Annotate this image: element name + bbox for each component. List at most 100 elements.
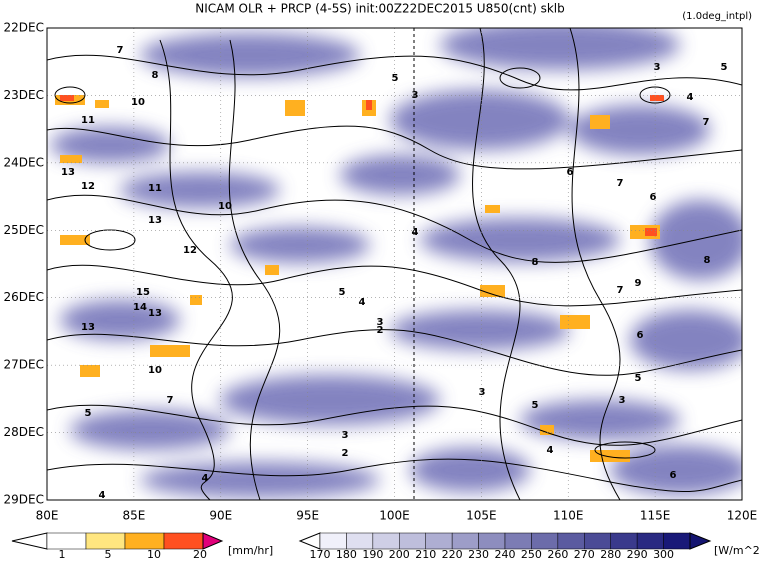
contour-label: 7 [703,117,710,128]
contour-label: 6 [650,192,657,203]
title: NICAM OLR + PRCP (4-5S) init:00Z22DEC201… [195,2,565,16]
contour-label: 4 [99,490,106,501]
x-tick-label: 100E [379,509,410,523]
contour-label: 7 [617,285,624,296]
colorbar-label: 270 [574,548,595,561]
contour-label: 4 [412,227,419,238]
colorbar-box [399,532,426,550]
colorbar-box [478,532,506,550]
note: (1.0deg_intpl) [682,11,752,22]
contour-label: 8 [532,257,539,268]
contour-label: 5 [532,400,539,411]
y-tick-label: 22DEC [4,21,44,35]
colorbar-box [610,532,638,550]
contour-label: 3 [342,430,349,441]
colorbar-box [346,532,374,550]
colorbar-label: 230 [468,548,489,561]
colorbar-unit: [mm/hr] [228,544,273,557]
plot-frame [46,27,743,501]
y-tick-label: 28DEC [4,425,44,439]
colorbar-arrow [298,532,321,550]
contour-label: 3 [479,387,486,398]
colorbar-label: 250 [521,548,542,561]
contour-label: 3 [654,62,661,73]
colorbar-box [124,532,165,550]
contour-label: 10 [131,97,145,108]
colorbar-label: 1 [59,548,66,561]
colorbar-box [663,532,691,550]
x-tick-label: 110E [553,509,584,523]
contour-label: 12 [81,181,95,192]
x-tick-label: 90E [209,509,232,523]
colorbar-label: 290 [627,548,648,561]
x-tick-label: 105E [466,509,497,523]
contour-label: 5 [392,73,399,84]
contour-label: 10 [148,365,162,376]
contour-label: 7 [617,178,624,189]
colorbar-label: 5 [105,548,112,561]
colorbar-box [46,532,87,550]
x-tick-label: 115E [640,509,671,523]
colorbar-arrow [202,532,224,550]
y-tick-label: 27DEC [4,358,44,372]
colorbar-box [163,532,204,550]
colorbar-box [636,532,664,550]
contour-label: 4 [202,473,209,484]
colorbar-label: 260 [547,548,568,561]
colorbar-label: 180 [336,548,357,561]
y-tick-label: 23DEC [4,88,44,102]
colorbar-arrow [689,532,712,550]
colorbar-label: 280 [600,548,621,561]
olr-field [47,28,742,500]
contour-label: 2 [377,325,384,336]
contour-label: 5 [339,287,346,298]
contour-label: 6 [670,470,677,481]
colorbar-label: 10 [147,548,161,561]
colorbar-box [531,532,559,550]
colorbar-box [425,532,453,550]
colorbar-arrow [11,532,48,550]
colorbar-unit: [W/m^2] [714,544,759,557]
contour-label: 11 [81,115,95,126]
y-tick-label: 29DEC [4,493,44,507]
contour-label: 3 [412,90,419,101]
colorbar-label: 210 [415,548,436,561]
contour-label: 8 [152,70,159,81]
contour-label: 15 [136,287,150,298]
contour-label: 5 [85,408,92,419]
colorbar-label: 200 [389,548,410,561]
contour-label: 12 [183,245,197,256]
contour-label: 13 [81,322,95,333]
x-tick-label: 120E [727,509,758,523]
contour-label: 9 [635,278,642,289]
colorbar-box [85,532,126,550]
contour-label: 5 [635,373,642,384]
contour-label: 7 [117,45,124,56]
contour-label: 13 [148,215,162,226]
x-tick-label: 95E [296,509,319,523]
contour-label: 14 [133,302,147,313]
colorbar-box [504,532,532,550]
contour-label: 6 [637,330,644,341]
y-tick-label: 24DEC [4,155,44,169]
contour-label: 4 [687,92,694,103]
colorbar-box [584,532,611,550]
y-tick-label: 26DEC [4,290,44,304]
x-tick-label: 85E [122,509,145,523]
colorbar-label: 170 [310,548,331,561]
contour-label: 5 [721,62,728,73]
contour-label: 4 [359,297,366,308]
contour-label: 11 [148,183,162,194]
contour-label: 13 [148,308,162,319]
colorbar-label: 300 [653,548,674,561]
contour-label: 3 [377,317,384,328]
x-tick-label: 80E [36,509,59,523]
contour-label: 6 [567,167,574,178]
contour-label: 13 [61,167,75,178]
contour-label: 10 [218,201,232,212]
colorbar-box [372,532,400,550]
contour-label: 2 [342,448,349,459]
colorbar-box [451,532,479,550]
colorbar-label: 220 [442,548,463,561]
